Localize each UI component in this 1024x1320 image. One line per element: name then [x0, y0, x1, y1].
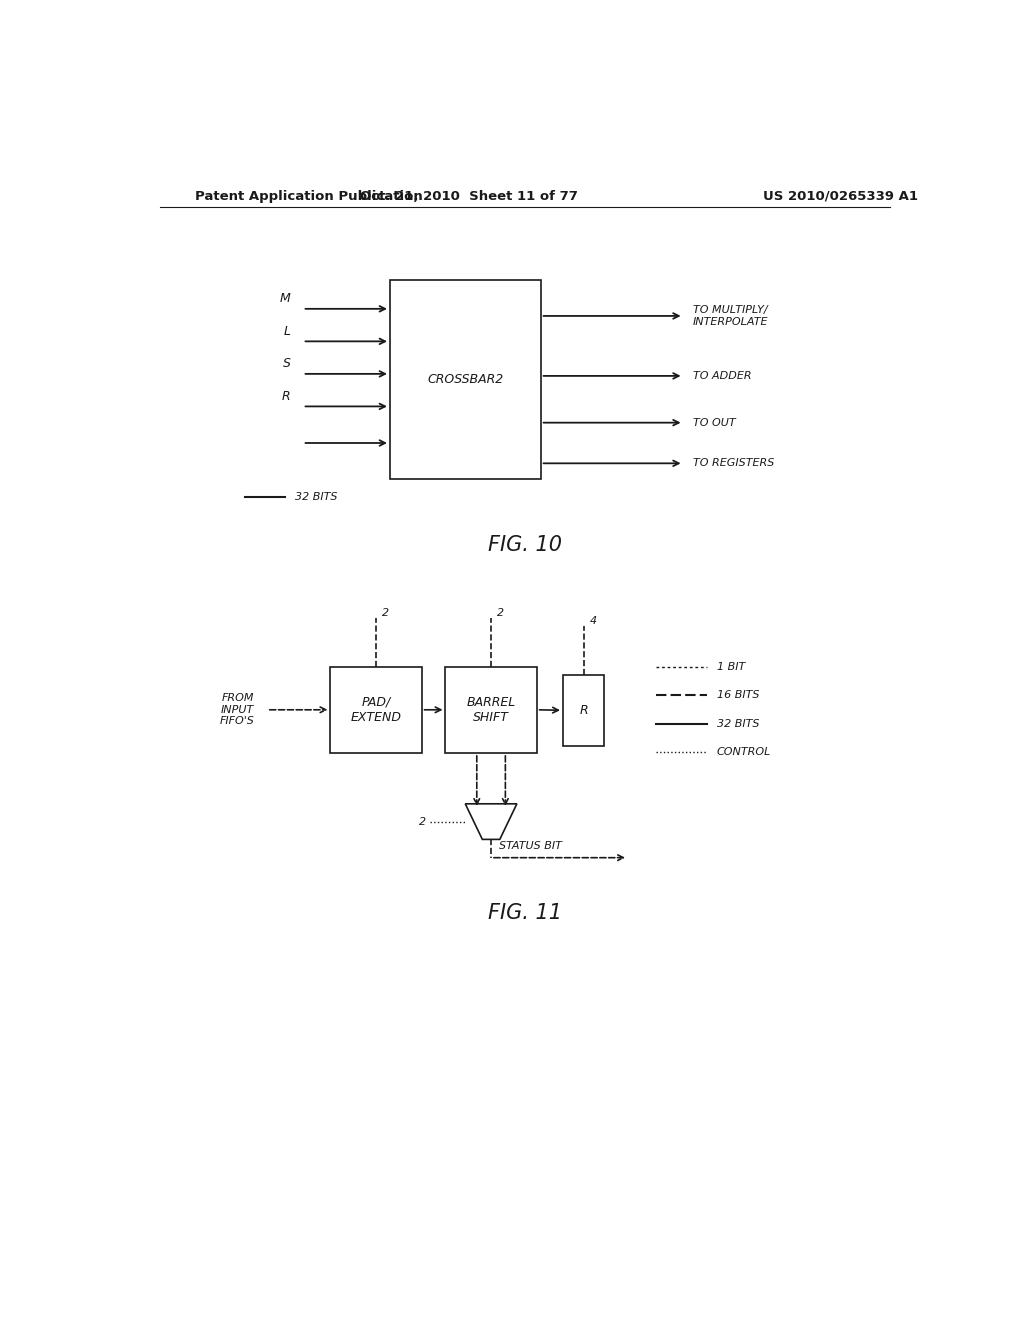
Text: FIG. 11: FIG. 11	[487, 903, 562, 923]
Bar	[445, 667, 537, 752]
Text: TO REGISTERS: TO REGISTERS	[693, 458, 774, 469]
Text: 2: 2	[419, 817, 426, 826]
Text: R: R	[282, 389, 291, 403]
Text: 2: 2	[498, 607, 505, 618]
Text: BARREL
SHIFT: BARREL SHIFT	[467, 696, 516, 723]
Polygon shape	[465, 804, 517, 840]
Text: L: L	[284, 325, 291, 338]
Text: M: M	[280, 292, 291, 305]
Text: Patent Application Publication: Patent Application Publication	[196, 190, 423, 202]
Text: PAD/
EXTEND: PAD/ EXTEND	[350, 696, 401, 723]
Text: TO OUT: TO OUT	[693, 417, 735, 428]
Text: Oct. 21, 2010  Sheet 11 of 77: Oct. 21, 2010 Sheet 11 of 77	[360, 190, 579, 202]
Text: FROM
INPUT
FIFO'S: FROM INPUT FIFO'S	[220, 693, 255, 726]
Text: TO ADDER: TO ADDER	[693, 371, 752, 381]
Bar	[331, 667, 422, 752]
Text: S: S	[283, 358, 291, 370]
Text: 16 BITS: 16 BITS	[717, 690, 760, 700]
Text: 1 BIT: 1 BIT	[717, 661, 745, 672]
Text: US 2010/0265339 A1: US 2010/0265339 A1	[763, 190, 918, 202]
Text: CROSSBAR2: CROSSBAR2	[427, 374, 504, 385]
Text: TO MULTIPLY/
INTERPOLATE: TO MULTIPLY/ INTERPOLATE	[693, 305, 769, 327]
Text: STATUS BIT: STATUS BIT	[499, 841, 562, 850]
Text: 32 BITS: 32 BITS	[717, 718, 760, 729]
Text: 4: 4	[590, 616, 597, 626]
Text: 32 BITS: 32 BITS	[295, 492, 337, 502]
Text: CONTROL: CONTROL	[717, 747, 771, 756]
Text: FIG. 10: FIG. 10	[487, 535, 562, 554]
Bar	[563, 675, 604, 746]
Bar	[390, 280, 541, 479]
Text: R: R	[580, 704, 588, 717]
Text: 2: 2	[382, 607, 389, 618]
